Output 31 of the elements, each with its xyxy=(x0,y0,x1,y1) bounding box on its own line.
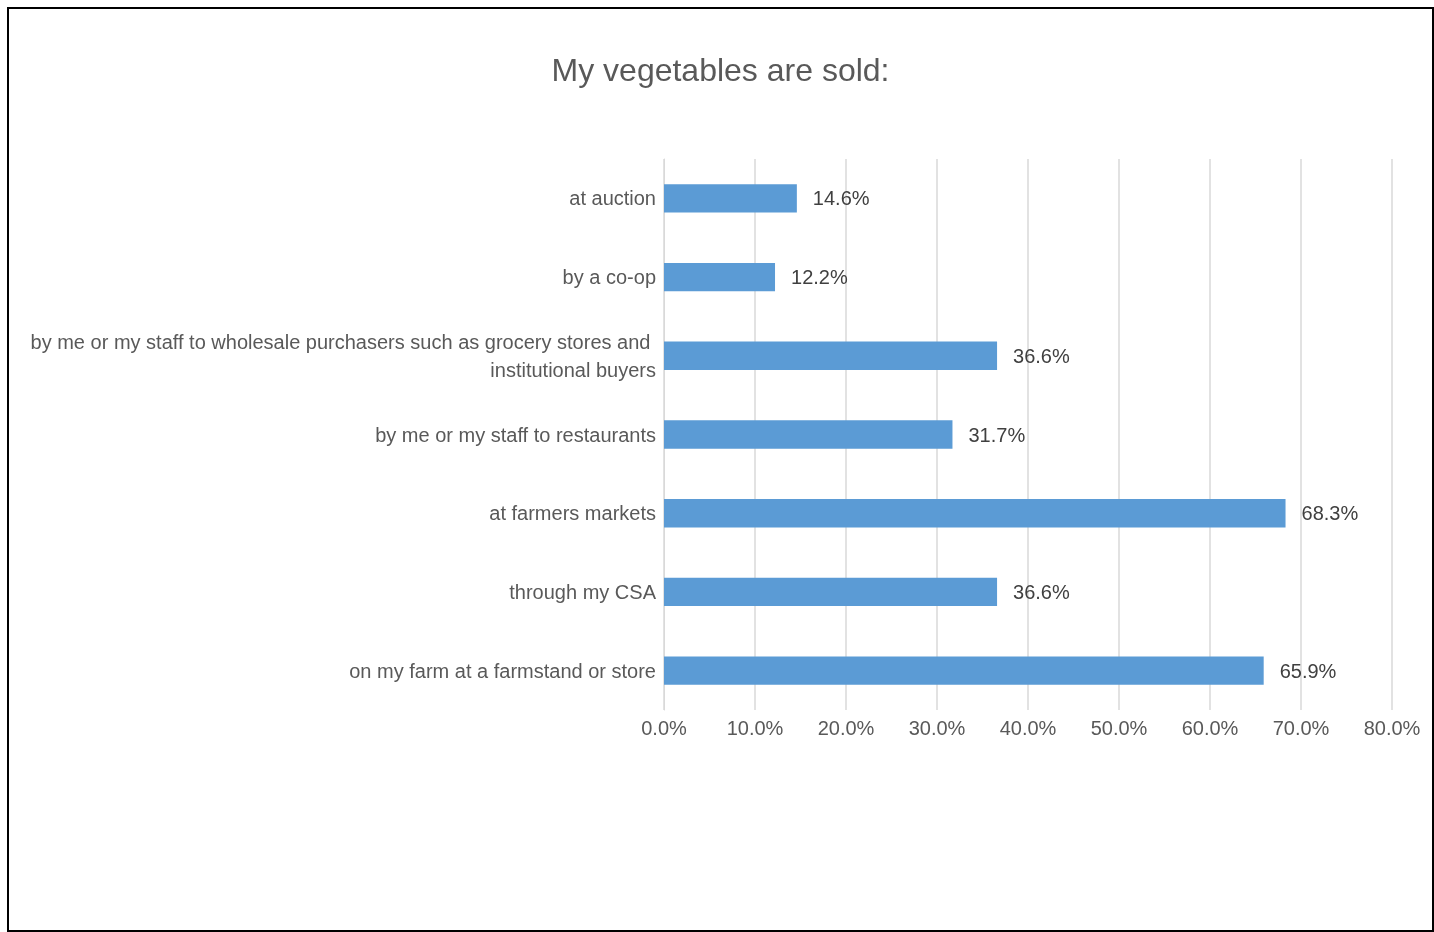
data-label: 31.7% xyxy=(968,423,1026,446)
x-tick-label: 70.0% xyxy=(1272,717,1330,739)
y-tick-label: by me or my staff to restaurants xyxy=(375,423,656,446)
data-label: 65.9% xyxy=(1279,659,1337,682)
bar xyxy=(664,577,998,607)
y-tick-label: through my CSA xyxy=(509,580,657,603)
bar xyxy=(664,184,797,213)
x-tick-label: 30.0% xyxy=(908,717,966,739)
bar xyxy=(664,420,953,449)
y-tick-label: by me or my staff to wholesale purchasers such as grocery stores and institutional buyers xyxy=(30,330,656,381)
x-tick-label: 80.0% xyxy=(1363,717,1421,739)
data-label: 12.2% xyxy=(791,266,848,289)
data-label: 36.6% xyxy=(1013,344,1070,367)
x-tick-label: 50.0% xyxy=(1090,717,1148,739)
y-tick-label: at auction xyxy=(569,187,656,210)
x-tick-label: 20.0% xyxy=(817,717,875,739)
x-tick-label: 0.0% xyxy=(641,717,688,739)
x-tick-label: 40.0% xyxy=(999,717,1057,739)
bar xyxy=(664,656,1264,685)
bar xyxy=(664,499,1286,528)
bar xyxy=(664,262,776,292)
y-tick-label: on my farm at a farmstand or store xyxy=(349,659,656,682)
data-label: 36.6% xyxy=(1013,580,1070,603)
bar xyxy=(664,341,998,370)
data-label: 68.3% xyxy=(1301,502,1359,525)
y-tick-label: at farmers markets xyxy=(489,502,656,525)
x-tick-label: 60.0% xyxy=(1181,717,1239,739)
y-tick-label: by a co-op xyxy=(562,266,656,289)
chart-title: My vegetables are sold: xyxy=(551,52,890,88)
data-label: 14.6% xyxy=(812,187,870,210)
x-tick-label: 10.0% xyxy=(726,717,784,739)
